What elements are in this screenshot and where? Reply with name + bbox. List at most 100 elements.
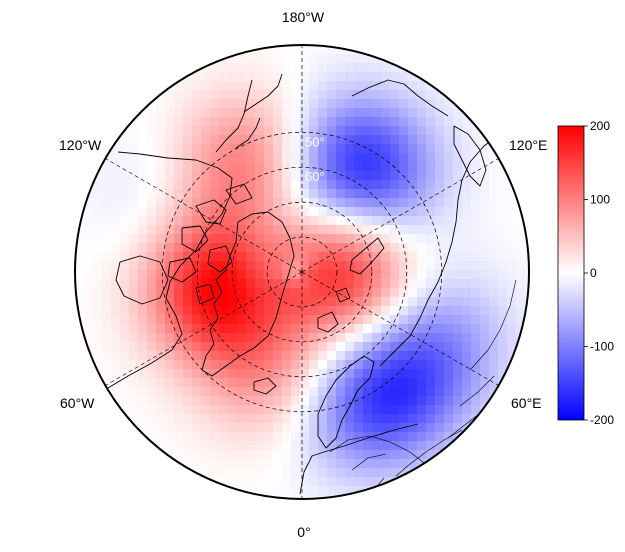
heat-cell (390, 261, 400, 271)
heat-cell (111, 153, 121, 163)
heat-cell (102, 180, 112, 190)
heat-cell (84, 288, 94, 298)
heat-cell (264, 45, 274, 55)
heat-cell (327, 486, 337, 496)
latitude-circle-60 (196, 166, 408, 378)
heat-cell (183, 162, 193, 172)
heat-cell (138, 171, 148, 181)
heat-cell (300, 135, 310, 145)
heat-cell (183, 126, 193, 136)
heat-cell (381, 153, 391, 163)
heat-cell (264, 378, 274, 388)
colorbar-tick-label: 0 (590, 266, 597, 280)
heat-cell (129, 378, 139, 388)
heat-cell (183, 90, 193, 100)
heat-cell (273, 45, 283, 55)
heat-cell (390, 387, 400, 397)
heat-cell (147, 387, 157, 397)
heat-cell (444, 423, 454, 433)
heat-cell (192, 432, 202, 442)
heat-cell (219, 486, 229, 496)
heat-cell (327, 234, 337, 244)
heat-cell (417, 171, 427, 181)
heat-cell (336, 477, 346, 487)
heat-cell (147, 108, 157, 118)
heat-cell (201, 162, 211, 172)
heat-cell (147, 207, 157, 217)
heat-cell (399, 297, 409, 307)
heat-cell (300, 171, 310, 181)
heat-cell (246, 180, 256, 190)
heat-cell (210, 450, 220, 460)
heat-cell (282, 279, 292, 289)
heat-cell (264, 288, 274, 298)
heat-cell (264, 171, 274, 181)
heat-cell (174, 243, 184, 253)
heat-cell (300, 162, 310, 172)
heat-cell (102, 333, 112, 343)
heat-cell (399, 162, 409, 172)
heat-cell (453, 207, 463, 217)
heat-cell (345, 117, 355, 127)
heat-cell (309, 45, 319, 55)
heat-cell (363, 279, 373, 289)
heat-cell (327, 162, 337, 172)
heat-cell (381, 450, 391, 460)
heat-cell (489, 135, 499, 145)
heat-cell (453, 180, 463, 190)
heat-cell (138, 405, 148, 415)
heat-cell (480, 378, 490, 388)
heat-cell (201, 99, 211, 109)
heat-cell (228, 423, 238, 433)
heat-cell (174, 171, 184, 181)
heat-cell (498, 243, 508, 253)
heat-cell (120, 423, 130, 433)
heat-cell (273, 342, 283, 352)
heat-cell (489, 207, 499, 217)
heat-cell (363, 126, 373, 136)
heat-cell (318, 315, 328, 325)
heat-cell (138, 369, 148, 379)
heat-cell (390, 414, 400, 424)
heat-cell (291, 126, 301, 136)
heat-cell (417, 306, 427, 316)
heat-cell (210, 108, 220, 118)
heat-cell (327, 432, 337, 442)
heat-cell (300, 405, 310, 415)
heat-cell (372, 369, 382, 379)
heat-cell (318, 450, 328, 460)
heat-cell (327, 54, 337, 64)
heat-cell (210, 189, 220, 199)
heat-cell (291, 198, 301, 208)
heat-cell (372, 63, 382, 73)
heat-cell (75, 270, 85, 280)
heat-cell (255, 108, 265, 118)
heat-cell (192, 117, 202, 127)
heat-cell (264, 477, 274, 487)
heat-cell (246, 270, 256, 280)
heat-cell (363, 351, 373, 361)
heat-cell (354, 153, 364, 163)
heat-cell (354, 495, 364, 499)
heat-cell (300, 216, 310, 226)
heat-cell (336, 432, 346, 442)
heat-cell (336, 99, 346, 109)
heat-cell (255, 405, 265, 415)
heat-cell (210, 423, 220, 433)
heat-cell (462, 297, 472, 307)
heat-cell (480, 189, 490, 199)
heat-cell (192, 405, 202, 415)
heat-cell (507, 216, 517, 226)
heat-cell (318, 207, 328, 217)
heat-cell (300, 315, 310, 325)
heat-cell (462, 333, 472, 343)
heat-cell (264, 306, 274, 316)
heat-cell (381, 126, 391, 136)
heat-cell (336, 405, 346, 415)
heat-cell (147, 414, 157, 424)
heat-cell (309, 288, 319, 298)
heat-cell (417, 414, 427, 424)
heat-cell (327, 468, 337, 478)
heat-cell (318, 423, 328, 433)
heat-cell (210, 225, 220, 235)
